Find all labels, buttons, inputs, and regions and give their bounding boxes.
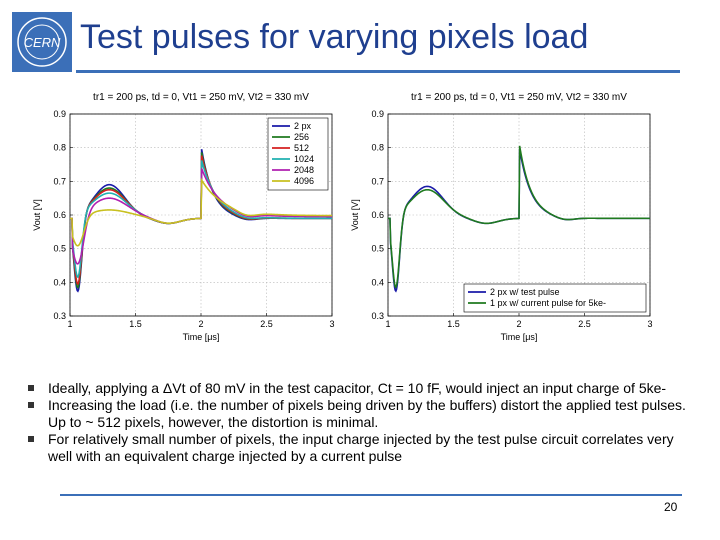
legend-label: 1024 (294, 154, 314, 164)
legend-label: 2 px w/ test pulse (490, 287, 560, 297)
series-line (70, 177, 332, 247)
x-tick-label: 2.5 (578, 319, 591, 329)
bullet-marker (28, 402, 34, 408)
chart-title: tr1 = 200 ps, td = 0, Vt1 = 250 mV, Vt2 … (93, 92, 309, 103)
y-tick-label: 0.5 (371, 244, 384, 254)
y-tick-label: 0.4 (53, 277, 66, 287)
x-tick-label: 2 (516, 319, 521, 329)
y-tick-label: 0.6 (371, 210, 384, 220)
y-tick-label: 0.6 (53, 210, 66, 220)
legend-label: 512 (294, 143, 309, 153)
x-tick-label: 3 (647, 319, 652, 329)
y-tick-label: 0.9 (53, 109, 66, 119)
x-tick-label: 1.5 (129, 319, 142, 329)
bullet-text: For relatively small number of pixels, t… (48, 431, 674, 464)
x-tick-label: 1 (67, 319, 72, 329)
bullet-text: Ideally, applying a ΔVt of 80 mV in the … (48, 380, 667, 396)
plot-frame (387, 113, 651, 317)
x-axis-label: Time [μs] (501, 332, 538, 342)
series-line (388, 145, 650, 289)
chart-title: tr1 = 200 ps, td = 0, Vt1 = 250 mV, Vt2 … (411, 92, 627, 103)
cern-logo: CERN (12, 12, 72, 72)
legend-label: 2048 (294, 165, 314, 175)
logo-text: CERN (24, 35, 61, 50)
x-tick-label: 1.5 (447, 319, 460, 329)
x-axis-label: Time [μs] (183, 332, 220, 342)
page-number: 20 (664, 500, 678, 514)
y-axis-label: Vout [V] (32, 199, 42, 231)
legend-label: 4096 (294, 176, 314, 186)
y-tick-label: 0.7 (371, 176, 384, 186)
y-axis-label: Vout [V] (350, 199, 360, 231)
slide-title: Test pulses for varying pixels load (80, 18, 589, 56)
bullet-item: For relatively small number of pixels, t… (28, 431, 698, 465)
legend-box (267, 117, 329, 191)
bullet-marker (28, 385, 34, 391)
bullet-item: Ideally, applying a ΔVt of 80 mV in the … (28, 380, 698, 397)
y-tick-label: 0.8 (53, 143, 66, 153)
y-tick-label: 0.3 (53, 311, 66, 321)
bullet-item: Increasing the load (i.e. the number of … (28, 397, 698, 431)
legend-box (463, 283, 647, 313)
x-tick-label: 2.5 (260, 319, 273, 329)
chart-right: tr1 = 200 ps, td = 0, Vt1 = 250 mV, Vt2 … (350, 92, 653, 342)
y-tick-label: 0.7 (53, 176, 66, 186)
legend-label: 256 (294, 132, 309, 142)
chart-left: tr1 = 200 ps, td = 0, Vt1 = 250 mV, Vt2 … (32, 92, 335, 342)
y-tick-label: 0.9 (371, 109, 384, 119)
legend-label: 1 px w/ current pulse for 5ke- (490, 298, 606, 308)
footer-divider (60, 494, 682, 496)
bullet-list: Ideally, applying a ΔVt of 80 mV in the … (28, 380, 698, 465)
bullet-text: Increasing the load (i.e. the number of … (48, 397, 686, 430)
title-divider (76, 70, 680, 73)
y-tick-label: 0.5 (53, 244, 66, 254)
y-tick-label: 0.8 (371, 143, 384, 153)
x-tick-label: 2 (198, 319, 203, 329)
legend-label: 2 px (294, 121, 312, 131)
x-tick-label: 3 (329, 319, 334, 329)
y-tick-label: 0.3 (371, 311, 384, 321)
bullet-marker (28, 436, 34, 442)
y-tick-label: 0.4 (371, 277, 384, 287)
x-tick-label: 1 (385, 319, 390, 329)
